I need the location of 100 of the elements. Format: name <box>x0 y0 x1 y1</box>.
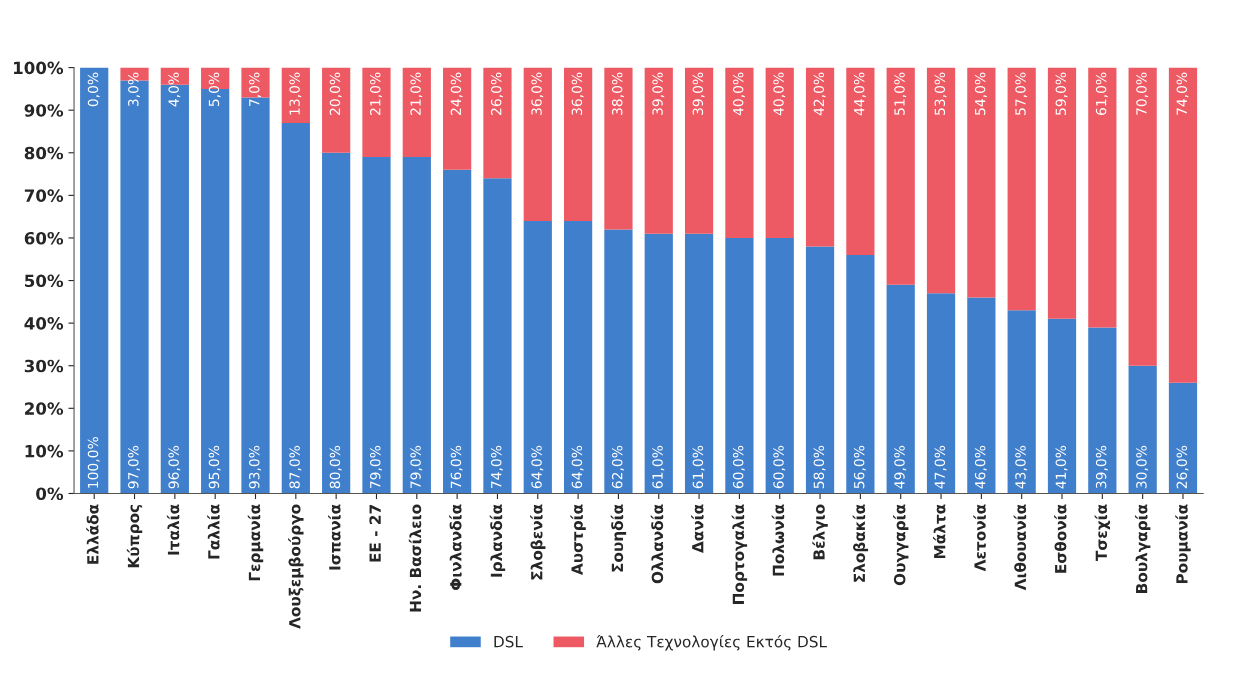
x-tick-label: Μάλτα <box>933 504 946 559</box>
x-tick-label: Σλοβενία <box>530 504 546 580</box>
x-tick-label: Ην. Βασίλειο <box>408 504 422 612</box>
data-label: 96,0% <box>168 445 181 489</box>
legend-label: DSL <box>494 635 523 648</box>
x-tick-label: Αυστρία <box>570 504 586 575</box>
y-tick-label: 20% <box>25 402 64 415</box>
data-label: 70,0% <box>1136 72 1149 115</box>
data-label: 80,0% <box>329 445 342 489</box>
bar <box>725 237 754 494</box>
data-label: 51,0% <box>894 72 907 115</box>
data-label: 40,0% <box>732 72 745 116</box>
data-label: 61,0% <box>1095 72 1108 116</box>
bar <box>80 67 109 494</box>
y-tick-label: 10% <box>25 444 64 458</box>
data-label: 39,0% <box>652 72 665 115</box>
data-label: 74,0% <box>1176 72 1189 115</box>
x-tick-label: Ουγγαρία <box>893 504 909 586</box>
x-tick-label: Κύπρος <box>126 504 143 568</box>
data-label: 62,0% <box>611 445 624 489</box>
bar <box>1007 310 1036 494</box>
bar <box>1168 67 1198 383</box>
bar <box>443 67 472 170</box>
data-label: 36,0% <box>571 72 584 115</box>
x-tick-label: Πολωνία <box>771 504 785 576</box>
data-label: 47,0% <box>934 445 947 489</box>
y-tick-label: 50% <box>25 274 64 288</box>
y-tick-label: 60% <box>24 231 64 245</box>
data-label: 7,0% <box>249 72 261 106</box>
x-tick-label: Βέλγιο <box>812 504 828 560</box>
bar <box>1128 365 1157 494</box>
data-label: 44,0% <box>853 72 866 116</box>
bar <box>281 67 310 123</box>
bar <box>644 233 673 494</box>
x-tick-label: Γερμανία <box>247 504 264 581</box>
bar <box>684 67 714 234</box>
data-label: 40,0% <box>773 72 786 116</box>
data-label: 97,0% <box>128 445 140 489</box>
bar <box>926 67 956 294</box>
data-label: 39,0% <box>692 72 705 115</box>
x-tick-label: Ισπανία <box>328 504 341 570</box>
x-tick-label: Σλοβακία <box>852 504 869 582</box>
bar <box>281 122 310 494</box>
bar <box>604 229 633 494</box>
bar <box>886 284 915 494</box>
y-tick-label: 30% <box>24 359 64 373</box>
bar <box>1168 382 1198 494</box>
data-label: 36,0% <box>531 72 544 115</box>
data-label: 56,0% <box>853 445 866 489</box>
x-tick-label: Πορτογαλία <box>731 504 748 604</box>
data-label: 87,0% <box>289 445 302 489</box>
bar <box>765 237 794 494</box>
bar <box>967 297 996 494</box>
data-label: 79,0% <box>370 445 382 489</box>
data-label: 61,0% <box>652 445 665 489</box>
data-label: 21,0% <box>410 72 423 115</box>
x-tick-label: Σουηδία <box>610 504 627 572</box>
bar <box>1128 67 1157 366</box>
data-label: 13,0% <box>289 72 302 115</box>
data-label: 79,0% <box>410 445 423 489</box>
data-label: 5,0% <box>208 72 221 107</box>
x-tick-label: Τσεχία <box>1094 504 1111 561</box>
x-tick-label: Εσθονία <box>1054 504 1067 573</box>
data-label: 26,0% <box>490 72 503 115</box>
bar <box>443 169 472 494</box>
data-label: 49,0% <box>894 445 907 489</box>
data-label: 60,0% <box>732 445 745 489</box>
data-label: 76,0% <box>450 445 463 489</box>
x-tick-label: ΕΕ - 27 <box>369 505 381 562</box>
bar <box>523 220 552 494</box>
data-label: 4,0% <box>168 72 181 107</box>
x-tick-label: Ολλανδία <box>650 504 664 584</box>
bar <box>846 67 875 255</box>
bar <box>846 254 875 494</box>
bar <box>967 67 996 298</box>
y-tick-label: 100% <box>14 61 64 75</box>
data-label: 74,0% <box>490 445 503 489</box>
data-label: 41,0% <box>1055 445 1068 489</box>
bar <box>322 67 351 153</box>
x-tick-label: Ρουμανία <box>1175 504 1191 584</box>
data-label: 59,0% <box>1055 72 1068 115</box>
data-label: 30,0% <box>1136 445 1149 489</box>
y-tick-label: 80% <box>24 146 64 160</box>
data-label: 43,0% <box>1015 445 1028 489</box>
data-label: 64,0% <box>571 445 584 489</box>
x-tick-label: Φινλανδία <box>449 504 462 590</box>
data-label: 39,0% <box>1095 445 1108 489</box>
bar <box>886 67 915 285</box>
data-label: 0,0% <box>87 72 100 107</box>
data-label: 60,0% <box>773 445 786 489</box>
data-label: 95,0% <box>208 445 221 489</box>
data-label: 58,0% <box>813 445 826 489</box>
bar <box>805 67 835 247</box>
data-label: 46,0% <box>974 445 987 489</box>
x-tick-label: Βουλγαρία <box>1134 504 1151 593</box>
legend-label: Άλλες Τεχνολογίες Εκτός DSL <box>596 634 827 651</box>
data-label: 26,0% <box>1176 445 1189 489</box>
bar <box>725 67 754 238</box>
bar <box>1047 67 1077 319</box>
bar <box>402 157 431 494</box>
